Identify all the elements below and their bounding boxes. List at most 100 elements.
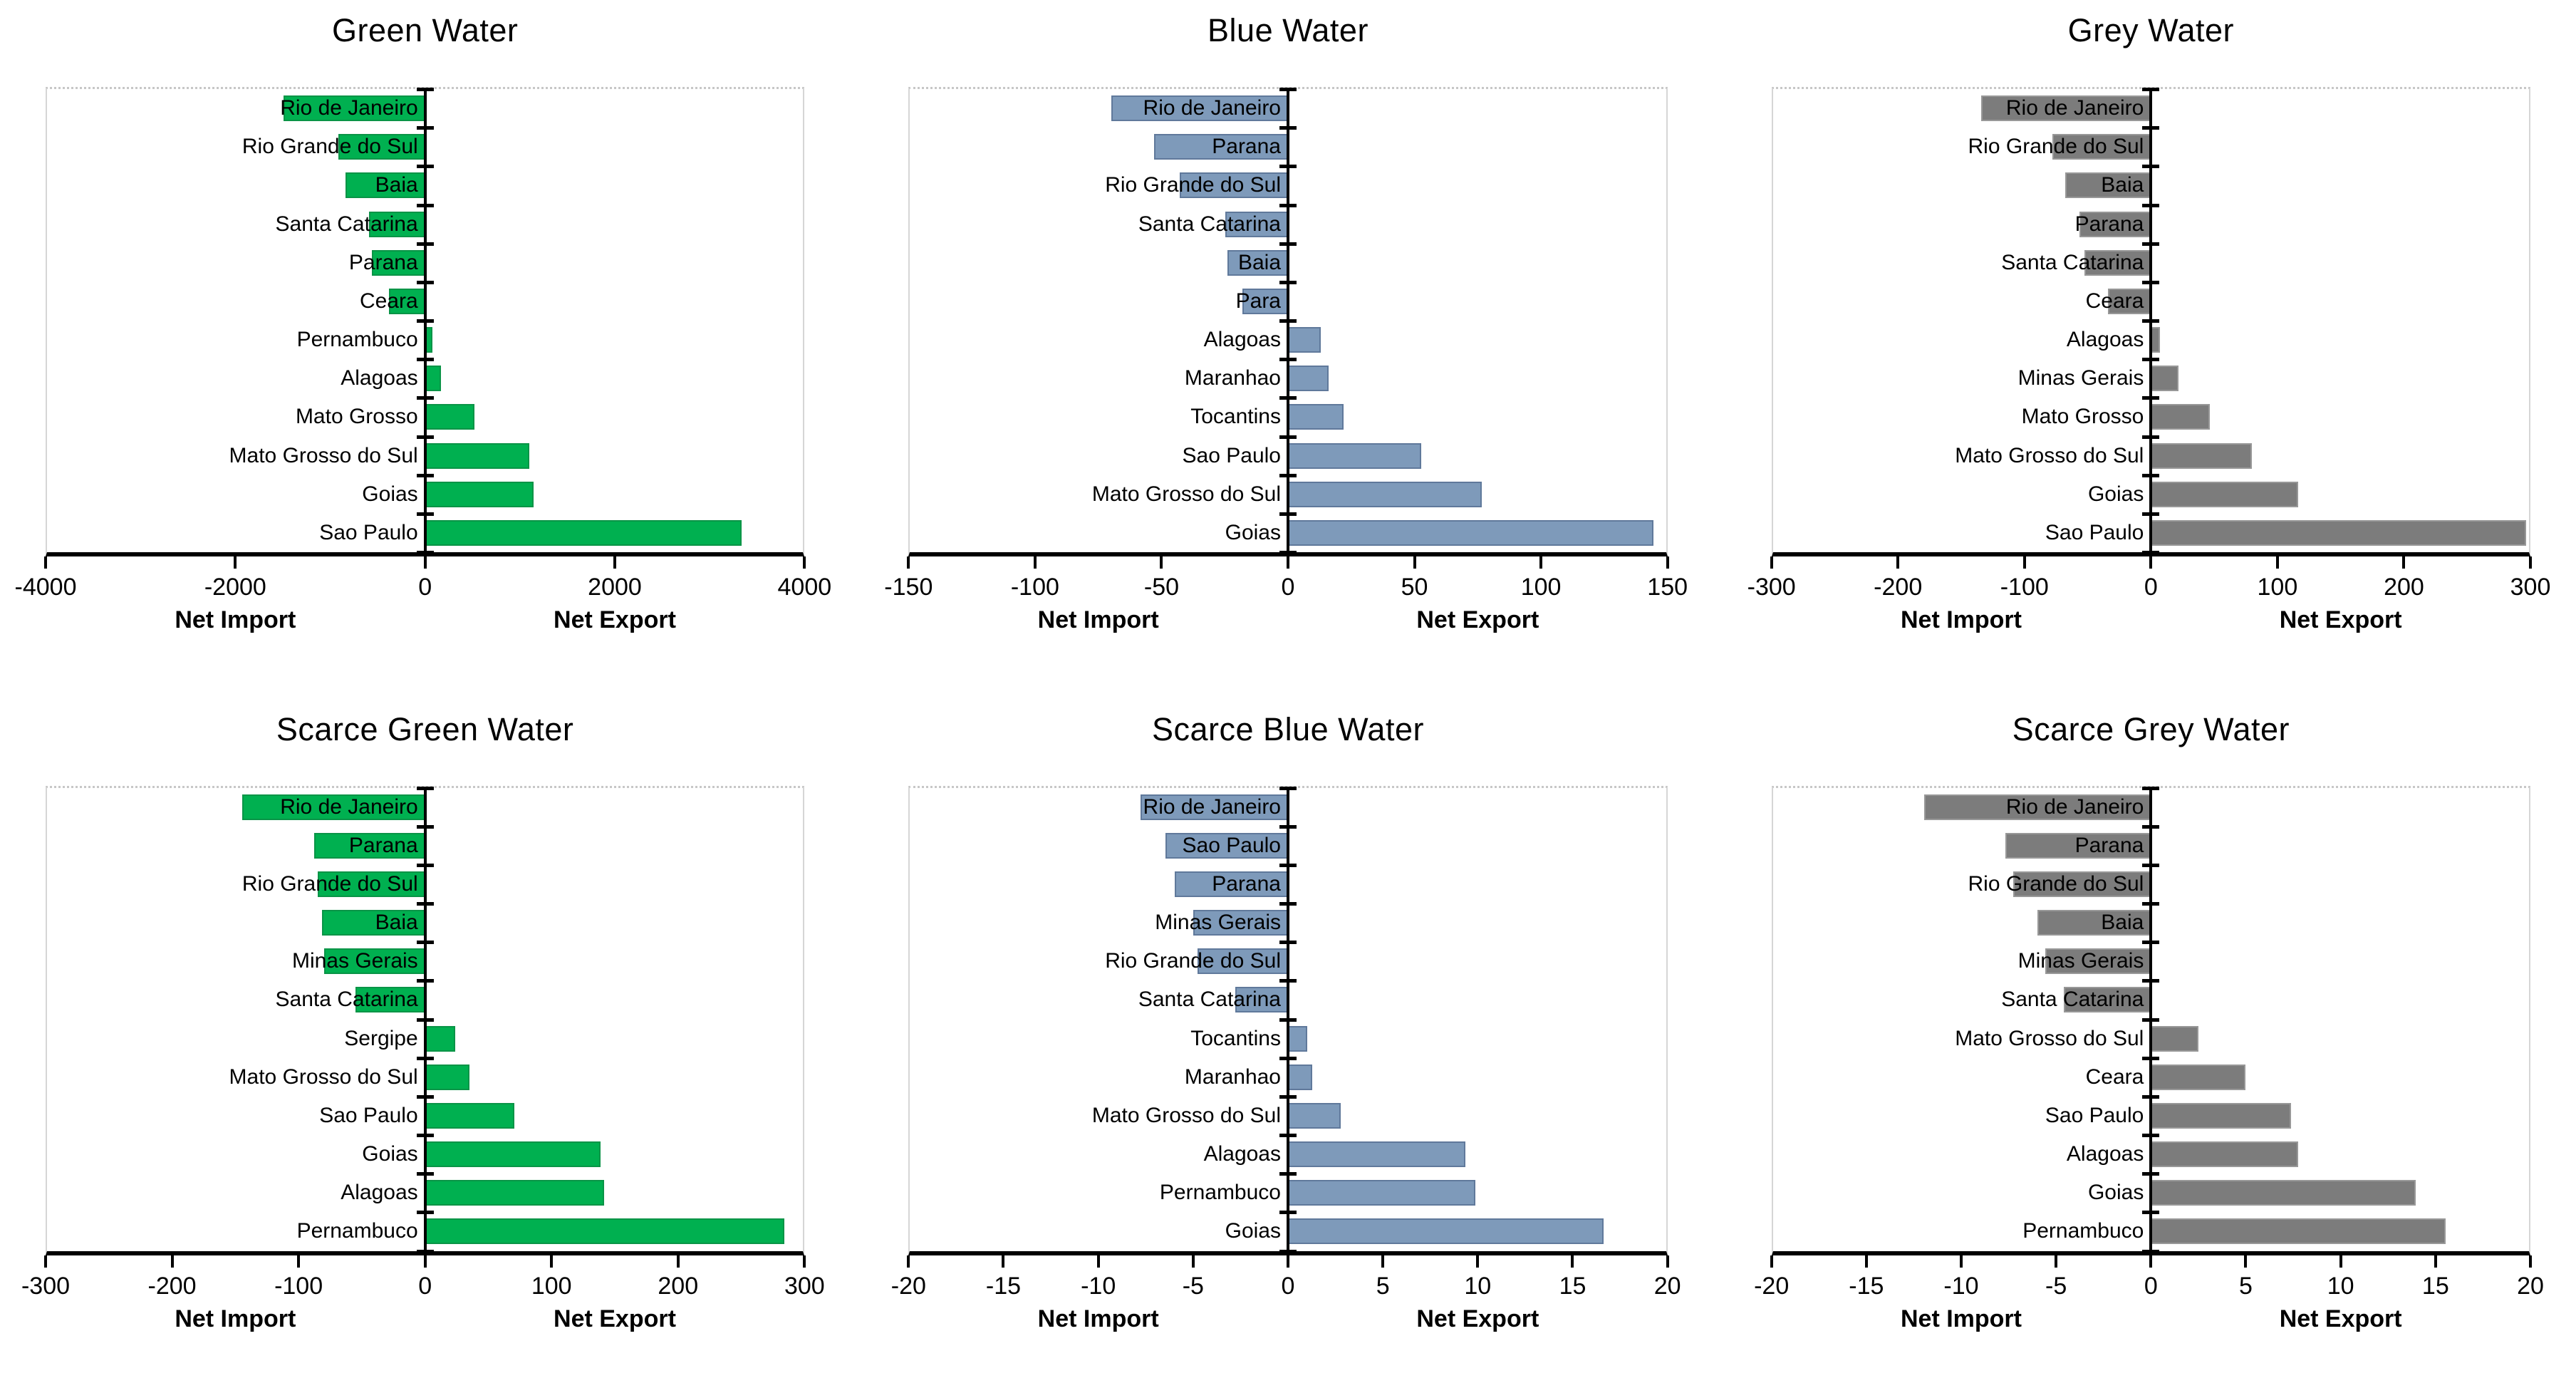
category-label: Goias — [362, 1142, 418, 1166]
category-label: Mato Grosso do Sul — [1091, 482, 1281, 506]
zero-axis-tick — [2142, 902, 2160, 906]
chart-title: Scarce Grey Water — [2012, 710, 2290, 747]
zero-axis-tick — [2142, 203, 2160, 207]
x-tick-label: -5 — [1182, 1272, 1204, 1300]
category-label: Sao Paulo — [1182, 443, 1281, 467]
zero-axis-tick — [1279, 435, 1297, 439]
plot-area: Rio de Janeiro Parana Rio Grande do Sul Bai… — [1771, 785, 2530, 1255]
category-label: Goias — [1225, 520, 1281, 544]
zero-axis-tick — [2142, 979, 2160, 983]
category-label: Baia — [1237, 250, 1281, 274]
x-tick-label: -200 — [1874, 574, 1923, 601]
bar-baia — [2065, 172, 2151, 199]
bar-alagoas — [1287, 327, 1321, 353]
category-label: Santa Catarina — [1138, 212, 1281, 236]
category-label: Parana — [348, 833, 418, 857]
x-tick-label: -10 — [1943, 1272, 1979, 1300]
category-label: Alagoas — [2066, 328, 2144, 352]
zero-axis-tick — [416, 1094, 434, 1099]
zero-axis-tick — [2142, 551, 2160, 554]
bar-mato-grosso-do-sul — [425, 1064, 469, 1090]
category-label: Rio de Janeiro — [280, 794, 418, 819]
chart-scarce-green-water: Scarce Green Water Rio de Janeiro Parana Ri… — [19, 709, 831, 1379]
category-label: Sergipe — [344, 1026, 418, 1050]
zero-axis-tick — [2142, 1172, 2160, 1176]
zero-axis-tick — [1279, 1056, 1297, 1060]
zero-axis-tick — [416, 1172, 434, 1176]
zero-axis-tick — [2142, 242, 2160, 246]
zero-axis-tick — [2142, 941, 2160, 945]
bar-rio-grande-do-sul — [338, 134, 425, 160]
bar-mato-grosso-do-sul — [2151, 1025, 2198, 1052]
bar-parana — [1154, 134, 1288, 160]
bar-santa-catarina — [2084, 249, 2151, 276]
bar-minas-gerais — [1193, 910, 1288, 936]
bar-tocantins — [1287, 1025, 1307, 1052]
category-label: Parana — [1212, 135, 1281, 159]
zero-axis-tick — [2142, 512, 2160, 516]
zero-axis-tick — [2142, 88, 2160, 91]
x-tick-label: 150 — [1647, 574, 1688, 601]
zero-axis-tick — [1279, 979, 1297, 983]
zero-axis-tick — [2142, 863, 2160, 867]
category-label: Pernambuco — [2022, 1219, 2144, 1243]
category-label: Mato Grosso — [295, 405, 418, 429]
category-label: Alagoas — [1203, 1142, 1281, 1166]
category-label: Alagoas — [2066, 1142, 2144, 1166]
category-label: Goias — [2087, 482, 2144, 506]
bar-rio-de-janeiro — [1111, 95, 1288, 122]
zero-axis-tick — [416, 786, 434, 790]
zero-axis-tick — [416, 165, 434, 169]
x-axis-tick — [1002, 1255, 1005, 1268]
category-label: Goias — [362, 482, 418, 506]
zero-axis-tick — [1279, 126, 1297, 130]
x-tick-label: 20 — [1653, 1272, 1681, 1300]
zero-axis-tick — [1279, 1017, 1297, 1022]
zero-axis-tick — [2142, 1249, 2160, 1253]
bar-parana — [1174, 871, 1288, 897]
category-label: Rio Grande do Sul — [242, 871, 418, 896]
zero-axis-tick — [416, 126, 434, 130]
category-label: Rio de Janeiro — [1143, 96, 1281, 120]
zero-axis-tick — [416, 824, 434, 829]
bar-minas-gerais — [2045, 948, 2151, 975]
category-label: Ceara — [2085, 289, 2144, 313]
category-label: Mato Grosso do Sul — [1091, 1103, 1281, 1127]
x-tick-label: -100 — [2000, 574, 2049, 601]
zero-axis-tick — [416, 1134, 434, 1137]
bar-rio-grande-do-sul — [1197, 948, 1288, 975]
x-axis-tick — [1539, 556, 1543, 569]
bar-ceara — [2108, 288, 2151, 314]
zero-axis-tick — [2142, 1211, 2160, 1215]
bar-alagoas — [425, 1180, 604, 1206]
category-label: Santa Catarina — [275, 988, 418, 1012]
category-label: Parana — [1212, 871, 1281, 896]
x-tick-label: -15 — [1849, 1272, 1884, 1300]
bar-sao-paulo — [2151, 519, 2527, 546]
category-label: Maranhao — [1184, 1065, 1281, 1089]
x-tick-label: -100 — [274, 1272, 323, 1300]
zero-axis-tick — [416, 435, 434, 439]
x-tick-label: 100 — [2257, 574, 2298, 601]
zero-axis-tick — [2142, 396, 2160, 400]
zero-axis-tick — [2142, 473, 2160, 477]
category-label: Rio Grande do Sul — [1968, 135, 2144, 159]
category-label: Pernambuco — [1159, 1181, 1281, 1205]
x-tick-label: -300 — [1747, 574, 1796, 601]
x-tick-label: 20 — [2517, 1272, 2544, 1300]
chart-grey-water: Grey Water Rio de Janeiro Rio Grande do Su… — [1745, 10, 2557, 680]
category-label: Mato Grosso do Sul — [229, 443, 418, 467]
x-axis-tick — [170, 1255, 174, 1268]
x-tick-label: 100 — [531, 1272, 572, 1300]
x-tick-label: 0 — [1281, 574, 1295, 601]
x-tick-label: 50 — [1401, 574, 1428, 601]
net-export-label: Net Export — [2279, 606, 2402, 633]
x-axis-tick — [1286, 556, 1289, 569]
bar-pernambuco — [2151, 1218, 2446, 1245]
x-tick-label: -15 — [985, 1272, 1022, 1300]
category-label: Minas Gerais — [291, 949, 418, 973]
category-label: Rio Grande do Sul — [1968, 871, 2144, 896]
x-axis-tick — [1096, 1255, 1100, 1268]
bar-maranhao — [1287, 366, 1329, 392]
